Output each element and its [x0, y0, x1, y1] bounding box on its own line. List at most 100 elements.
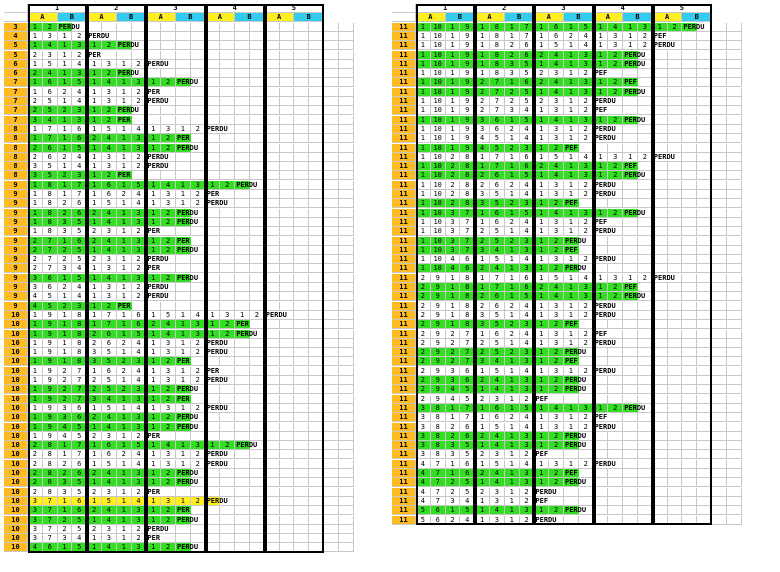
right-sheet-value-cell[interactable]: 1	[564, 69, 579, 79]
right-sheet-value-cell[interactable]: 10	[430, 22, 446, 32]
right-sheet-empty-cell[interactable]	[623, 180, 638, 190]
left-sheet-empty-cell[interactable]	[250, 162, 265, 172]
left-sheet-value-cell[interactable]: 1	[57, 273, 73, 283]
left-sheet-empty-cell[interactable]	[264, 106, 280, 116]
right-sheet-value-cell[interactable]: 2	[578, 97, 594, 106]
right-sheet-value-cell[interactable]: 3	[475, 357, 490, 367]
left-sheet-empty-cell[interactable]	[220, 227, 236, 237]
right-sheet-empty-cell[interactable]	[682, 329, 698, 339]
left-sheet-value-cell[interactable]: 1	[176, 459, 191, 469]
right-sheet-value-cell[interactable]: 6	[460, 469, 476, 478]
right-sheet-value-cell[interactable]: 4	[490, 357, 505, 367]
right-sheet-empty-cell[interactable]	[667, 431, 683, 441]
left-sheet-value-cell[interactable]: 4	[28, 301, 43, 311]
right-sheet-empty-cell[interactable]	[638, 515, 653, 525]
left-sheet-value-cell[interactable]: 1	[57, 115, 73, 125]
left-sheet-empty-cell[interactable]	[250, 329, 265, 339]
left-sheet-empty-cell[interactable]	[324, 255, 339, 265]
left-sheet-empty-cell[interactable]	[220, 469, 236, 478]
left-sheet-value-cell[interactable]: 1	[87, 245, 102, 255]
left-sheet-empty-cell[interactable]	[220, 459, 236, 469]
left-sheet-empty-cell[interactable]	[264, 97, 280, 106]
right-sheet-value-cell[interactable]: 1	[504, 487, 520, 497]
right-sheet-empty-cell[interactable]	[726, 469, 742, 478]
right-sheet-value-cell[interactable]: 1	[534, 115, 550, 125]
right-sheet-value-cell[interactable]: 8	[460, 320, 476, 330]
left-sheet-value-cell[interactable]: 1	[116, 162, 132, 172]
right-sheet-empty-cell[interactable]	[712, 422, 727, 432]
right-sheet-result-label[interactable]: PERDU	[593, 310, 616, 320]
left-sheet-empty-cell[interactable]	[205, 115, 221, 125]
right-sheet-empty-cell[interactable]	[712, 506, 727, 516]
right-sheet-value-cell[interactable]: 2	[549, 199, 564, 209]
left-sheet-value-cell[interactable]: 1	[28, 376, 43, 385]
left-sheet-subheader-b[interactable]: B	[116, 13, 147, 23]
left-sheet-value-cell[interactable]: 6	[72, 134, 88, 144]
left-sheet-value-cell[interactable]: 6	[42, 543, 58, 553]
left-sheet-empty-cell[interactable]	[220, 524, 236, 534]
left-sheet-empty-cell[interactable]	[220, 50, 236, 60]
right-sheet-empty-cell[interactable]	[712, 366, 727, 376]
right-sheet-result-label[interactable]: PERDU	[623, 292, 646, 302]
left-sheet-value-cell[interactable]: 2	[131, 534, 147, 544]
right-sheet-value-cell[interactable]: 3	[549, 217, 564, 227]
right-sheet-row-header[interactable]: 11	[392, 50, 416, 60]
left-sheet-value-cell[interactable]: 3	[102, 283, 117, 292]
right-sheet-corner-cell[interactable]	[392, 4, 416, 13]
left-sheet-value-cell[interactable]: 2	[116, 357, 132, 367]
right-sheet-value-cell[interactable]: 2	[578, 190, 594, 199]
left-sheet-value-cell[interactable]: 2	[161, 357, 176, 367]
right-sheet-value-cell[interactable]: 3	[519, 376, 535, 385]
left-sheet-result-label[interactable]: PERDU	[146, 59, 169, 69]
left-sheet-value-cell[interactable]: 6	[131, 310, 147, 320]
right-sheet-value-cell[interactable]: 2	[504, 143, 520, 153]
right-sheet-value-cell[interactable]: 1	[445, 59, 461, 69]
left-sheet-empty-cell[interactable]	[161, 171, 176, 181]
left-sheet-empty-cell[interactable]	[220, 385, 236, 395]
right-sheet-empty-cell[interactable]	[682, 124, 698, 134]
left-sheet-value-cell[interactable]: 2	[161, 543, 176, 553]
left-sheet-empty-cell[interactable]	[309, 422, 324, 432]
right-sheet-empty-cell[interactable]	[712, 124, 727, 134]
left-sheet-result-label[interactable]: PERDU	[176, 469, 199, 478]
right-sheet-empty-cell[interactable]	[726, 506, 742, 516]
left-sheet-row-header[interactable]: 9	[4, 292, 28, 302]
left-sheet-value-cell[interactable]: 5	[131, 441, 147, 451]
left-sheet-value-cell[interactable]: 1	[28, 22, 43, 32]
left-sheet-empty-cell[interactable]	[220, 97, 236, 106]
right-sheet-value-cell[interactable]: 1	[416, 69, 431, 79]
right-sheet-value-cell[interactable]: 1	[534, 459, 550, 469]
right-sheet-value-cell[interactable]: 1	[504, 31, 520, 41]
left-sheet-empty-cell[interactable]	[279, 431, 295, 441]
right-sheet-value-cell[interactable]: 5	[490, 199, 505, 209]
right-sheet-value-cell[interactable]: 3	[519, 385, 535, 395]
right-sheet-value-cell[interactable]: 3	[519, 469, 535, 478]
left-sheet-empty-cell[interactable]	[131, 31, 147, 41]
left-sheet-value-cell[interactable]: 6	[102, 190, 117, 199]
right-sheet-value-cell[interactable]: 1	[416, 106, 431, 116]
right-sheet-empty-cell[interactable]	[697, 450, 712, 460]
right-sheet-value-cell[interactable]: 9	[460, 59, 476, 69]
left-sheet-empty-cell[interactable]	[264, 320, 280, 330]
right-sheet-empty-cell[interactable]	[578, 431, 594, 441]
right-sheet-empty-cell[interactable]	[712, 310, 727, 320]
left-sheet-empty-cell[interactable]	[220, 273, 236, 283]
left-sheet-empty-cell[interactable]	[220, 292, 236, 302]
left-sheet-empty-cell[interactable]	[235, 283, 250, 292]
left-sheet-value-cell[interactable]: 2	[161, 469, 176, 478]
left-sheet-empty-cell[interactable]	[176, 41, 191, 51]
right-sheet-empty-cell[interactable]	[638, 208, 653, 218]
left-sheet-empty-cell[interactable]	[190, 543, 206, 553]
left-sheet-value-cell[interactable]: 3	[131, 506, 147, 516]
right-sheet-value-cell[interactable]: 7	[460, 227, 476, 237]
left-sheet-empty-cell[interactable]	[176, 301, 191, 311]
right-sheet-empty-cell[interactable]	[682, 441, 698, 451]
right-sheet-empty-cell[interactable]	[667, 376, 683, 385]
left-sheet-empty-cell[interactable]	[324, 431, 339, 441]
right-sheet-empty-cell[interactable]	[608, 478, 624, 488]
left-sheet-empty-cell[interactable]	[250, 143, 265, 153]
left-sheet-value-cell[interactable]: 5	[102, 357, 117, 367]
right-sheet-empty-cell[interactable]	[667, 59, 683, 69]
left-sheet-empty-cell[interactable]	[294, 422, 310, 432]
left-sheet-empty-cell[interactable]	[279, 171, 295, 181]
